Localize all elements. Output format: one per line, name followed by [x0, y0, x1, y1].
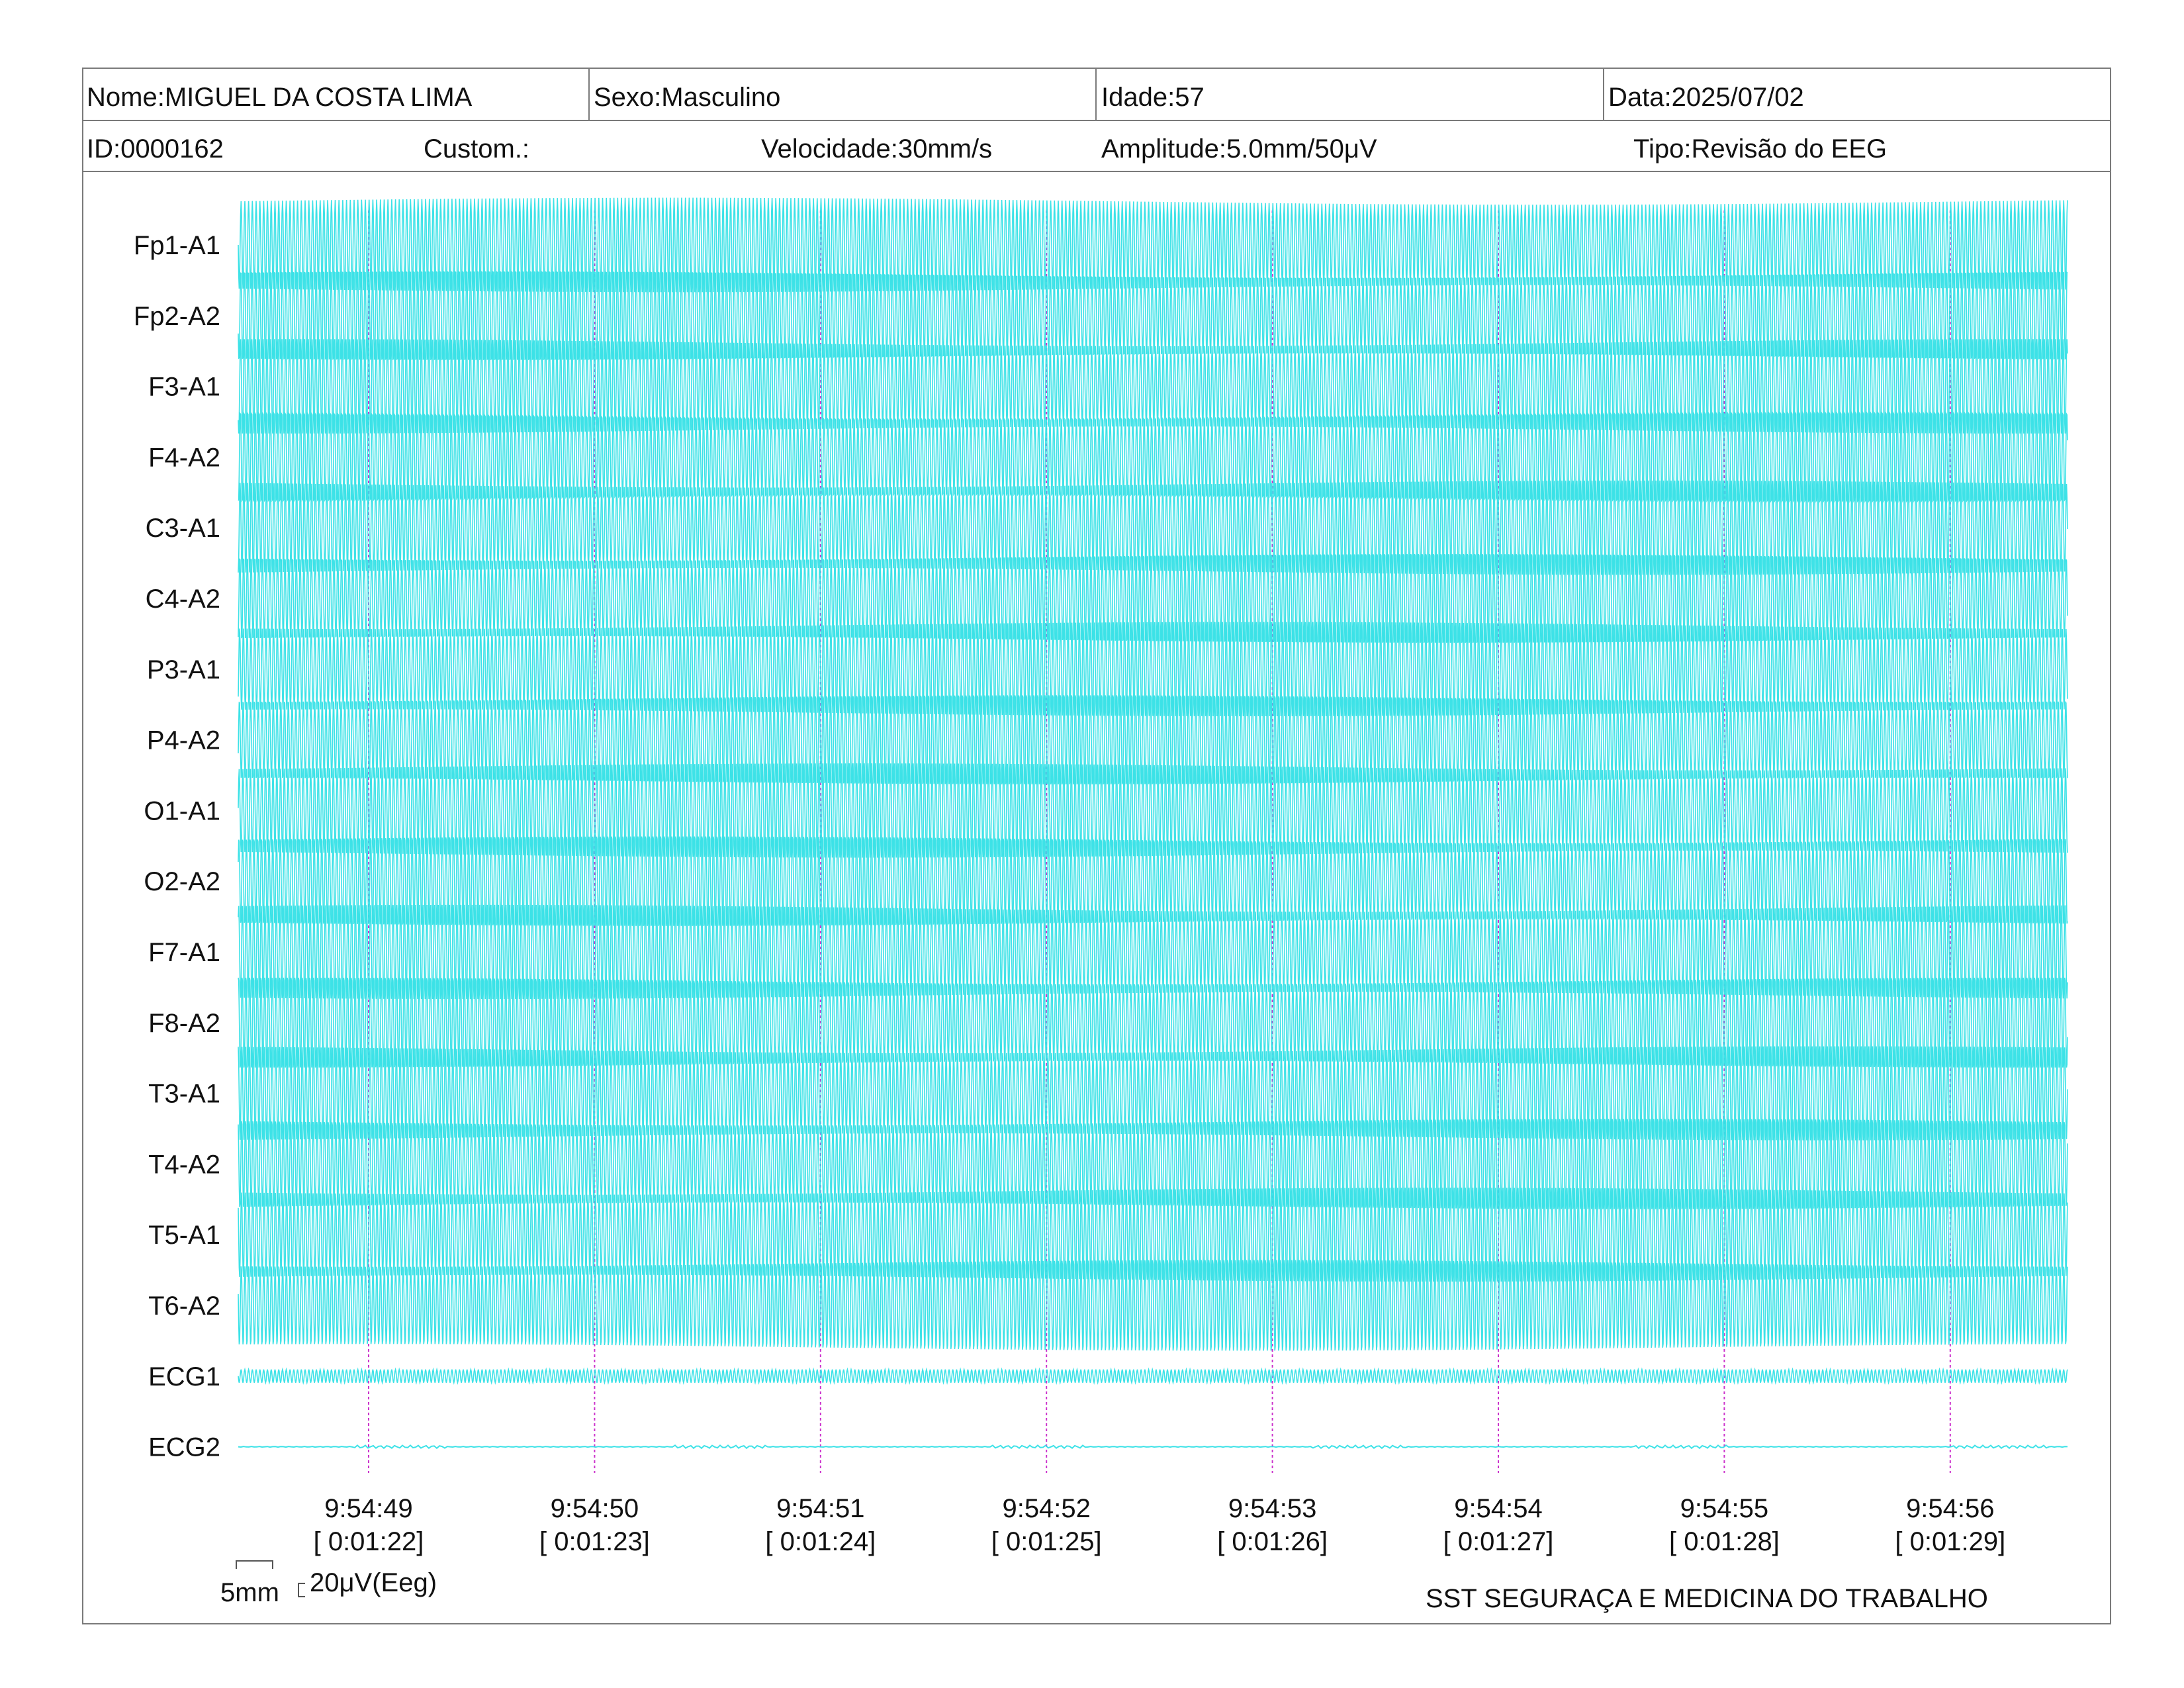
- elapsed-label: [ 0:01:29]: [1895, 1527, 2005, 1556]
- channel-label: C4-A2: [146, 585, 220, 614]
- channel-trace: [238, 271, 2068, 361]
- time-scale-label: 5mm: [220, 1578, 279, 1607]
- amplitude-scale-bracket: [298, 1583, 305, 1597]
- channel-label: Fp1-A1: [134, 231, 220, 260]
- elapsed-label: [ 0:01:28]: [1669, 1527, 1780, 1556]
- scale-bar: [236, 1560, 305, 1597]
- channel-trace: [238, 1260, 2068, 1351]
- channel-label: O1-A1: [144, 796, 220, 825]
- report-frame: [82, 68, 2111, 1624]
- time-axis-labels: 9:54:49 [ 0:01:22] 9:54:50 [ 0:01:23] 9:54:5…: [314, 1494, 2006, 1556]
- channel-trace: [238, 836, 2068, 926]
- channel-label: F4-A2: [148, 443, 220, 472]
- channel-label: T3-A1: [148, 1080, 220, 1109]
- channel-trace: [238, 553, 2068, 643]
- time-label: 9:54:54: [1454, 1494, 1542, 1523]
- amplitude-scale-label: 20μV(Eeg): [310, 1568, 437, 1597]
- time-label: 9:54:55: [1680, 1494, 1768, 1523]
- header-divider-1: [82, 120, 2111, 121]
- elapsed-label: [ 0:01:26]: [1217, 1527, 1328, 1556]
- channel-label: F8-A2: [148, 1009, 220, 1038]
- elapsed-label: [ 0:01:23]: [539, 1527, 650, 1556]
- channel-label: P4-A2: [147, 726, 220, 755]
- channel-label: P3-A1: [147, 655, 220, 684]
- eeg-traces: [238, 197, 2068, 1450]
- channel-label: T6-A2: [148, 1291, 220, 1321]
- channel-trace: [238, 1188, 2068, 1282]
- channel-trace: [238, 1444, 2068, 1450]
- channel-trace: [238, 695, 2068, 785]
- patient-id: ID:0000162: [87, 134, 224, 164]
- channel-trace: [238, 197, 2068, 293]
- channel-label: T4-A2: [148, 1150, 220, 1179]
- elapsed-label: [ 0:01:25]: [991, 1527, 1102, 1556]
- channel-trace: [238, 904, 2068, 1000]
- channel-label: T5-A1: [148, 1221, 220, 1250]
- channel-label: Fp2-A2: [134, 302, 220, 331]
- header-cell-divider: [1095, 68, 1097, 120]
- elapsed-label: [ 0:01:22]: [314, 1527, 424, 1556]
- organization-name: SST SEGURAÇA E MEDICINA DO TRABALHO: [1426, 1584, 1988, 1613]
- time-label: 9:54:50: [551, 1494, 639, 1523]
- channel-label: ECG2: [148, 1433, 220, 1462]
- channel-trace: [238, 763, 2068, 858]
- channel-trace: [238, 622, 2068, 717]
- time-label: 9:54:52: [1002, 1494, 1090, 1523]
- channel-trace: [238, 411, 2068, 503]
- header-cell-divider: [1603, 68, 1604, 120]
- patient-name: Nome:MIGUEL DA COSTA LIMA: [87, 83, 473, 112]
- time-label: 9:54:56: [1906, 1494, 1994, 1523]
- channel-trace: [238, 1119, 2068, 1209]
- channel-label: O2-A2: [144, 867, 220, 896]
- channel-label: ECG1: [148, 1362, 220, 1391]
- time-scale-bracket: [236, 1560, 273, 1569]
- channel-labels: Fp1-A1 Fp2-A2 F3-A1 F4-A2 C3-A1 C4-A2 P3-A1 P4-…: [134, 231, 220, 1462]
- time-label: 9:54:49: [324, 1494, 412, 1523]
- patient-sex: Sexo:Masculino: [594, 83, 781, 112]
- amplitude-setting: Amplitude:5.0mm/50μV: [1101, 134, 1377, 164]
- channel-trace: [238, 480, 2068, 575]
- exam-type: Tipo:Revisão do EEG: [1633, 134, 1888, 164]
- channel-trace: [238, 1046, 2068, 1141]
- header-divider-2: [82, 171, 2111, 172]
- channel-label: C3-A1: [146, 514, 220, 543]
- channel-trace: [238, 977, 2068, 1068]
- record-date: Data:2025/07/02: [1608, 83, 1804, 112]
- time-label: 9:54:51: [776, 1494, 864, 1523]
- channel-label: F7-A1: [148, 938, 220, 967]
- custom-field: Custom.:: [424, 134, 530, 164]
- channel-trace: [238, 1367, 2068, 1385]
- patient-age: Idade:57: [1101, 83, 1205, 112]
- channel-label: F3-A1: [148, 373, 220, 402]
- channel-trace: [238, 339, 2068, 434]
- speed-setting: Velocidade:30mm/s: [761, 134, 993, 164]
- header-cell-divider: [588, 68, 590, 120]
- elapsed-label: [ 0:01:27]: [1443, 1527, 1554, 1556]
- elapsed-label: [ 0:01:24]: [765, 1527, 876, 1556]
- time-label: 9:54:53: [1228, 1494, 1316, 1523]
